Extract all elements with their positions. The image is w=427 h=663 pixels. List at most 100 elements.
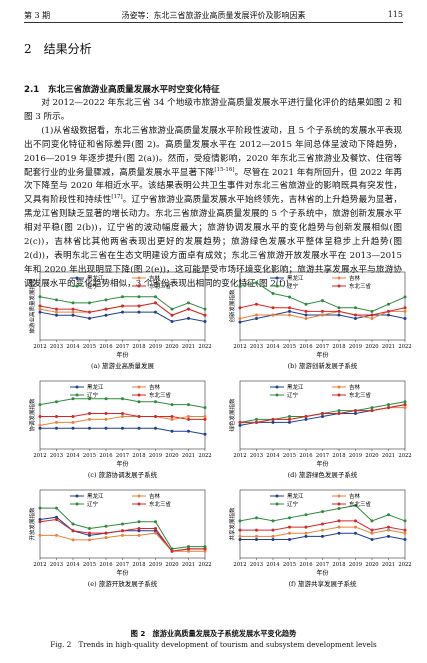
x-tick-label: 2012 xyxy=(233,562,246,568)
point xyxy=(337,313,341,317)
x-tick-label: 2020 xyxy=(365,453,378,459)
point xyxy=(187,316,190,320)
point xyxy=(387,313,390,317)
point xyxy=(104,313,108,317)
point xyxy=(121,295,124,299)
series-line xyxy=(239,303,406,316)
running-title: 汤姿等：东北三省旅游业高质量发展评价及影响因素 xyxy=(121,11,306,20)
legend-marker xyxy=(75,385,79,389)
point xyxy=(271,313,275,317)
point xyxy=(403,400,407,404)
legend-marker xyxy=(275,276,279,280)
point xyxy=(203,307,207,311)
running-header: 第 3 期 汤姿等：东北三省旅游业高质量发展评价及影响因素 115 xyxy=(24,8,403,23)
point xyxy=(255,417,258,421)
point xyxy=(38,520,42,524)
point xyxy=(354,525,357,529)
legend-marker xyxy=(137,385,141,389)
point xyxy=(403,528,407,532)
point xyxy=(403,406,407,410)
point xyxy=(238,423,242,427)
point xyxy=(154,310,157,314)
paragraph: 对 2012—2022 年东北三省 34 个地级市旅游业高质量发展水平进行量化评… xyxy=(24,97,402,125)
x-tick-label: 2018 xyxy=(332,562,345,568)
point xyxy=(121,414,124,418)
point xyxy=(203,549,207,553)
legend-label: 吉林 xyxy=(349,274,361,282)
point xyxy=(121,310,124,314)
x-tick-label: 2013 xyxy=(50,562,63,568)
x-tick-label: 2020 xyxy=(165,453,178,459)
x-tick-label: 2012 xyxy=(33,562,46,568)
point xyxy=(370,313,374,317)
point xyxy=(238,420,242,424)
point xyxy=(71,426,75,430)
x-tick-label: 2014 xyxy=(266,453,280,459)
text-run: 。尽管在 2021 年有所回升，但 2022 年再次下降至与 2020 年相近水… xyxy=(24,167,402,206)
legend-label: 黑龙江 xyxy=(87,383,104,391)
point xyxy=(271,420,275,424)
point xyxy=(71,420,75,424)
point xyxy=(154,520,157,524)
panel-caption: (e) 旅游开放发展子系统 xyxy=(88,579,158,588)
point xyxy=(304,317,308,321)
point xyxy=(88,533,91,537)
legend-label: 黑龙江 xyxy=(87,274,104,282)
x-tick-label: 2017 xyxy=(316,562,329,568)
x-tick-label: 2016 xyxy=(99,344,112,350)
panel-caption: (a) 旅游业高质量发展 xyxy=(91,361,155,370)
point xyxy=(154,531,157,535)
y-axis-label: 旅游业高质量发展指数 xyxy=(28,278,36,334)
point xyxy=(55,517,58,521)
point xyxy=(38,533,42,537)
point xyxy=(337,531,341,535)
x-tick-label: 2022 xyxy=(398,344,411,350)
point xyxy=(38,506,42,510)
panel-caption: (d) 旅游绿色发展子系统 xyxy=(288,470,358,479)
point xyxy=(370,528,374,532)
point xyxy=(403,317,407,321)
point xyxy=(55,515,58,519)
point xyxy=(354,306,357,310)
point xyxy=(38,295,42,299)
point xyxy=(55,313,58,317)
legend-label: 辽宁 xyxy=(87,391,99,399)
point xyxy=(137,527,141,531)
x-tick-label: 2015 xyxy=(283,453,296,459)
point xyxy=(403,531,407,535)
point xyxy=(154,414,157,418)
legend-label: 辽宁 xyxy=(87,282,99,290)
point xyxy=(304,513,308,517)
legend-marker xyxy=(275,393,279,397)
y-axis-label: 开放发展指数 xyxy=(28,507,36,541)
point xyxy=(321,313,324,317)
x-tick-label: 2014 xyxy=(266,562,280,568)
point xyxy=(304,313,308,317)
legend-marker xyxy=(75,276,79,280)
point xyxy=(337,525,341,529)
x-tick-label: 2015 xyxy=(83,562,96,568)
point xyxy=(104,531,108,535)
x-tick-label: 2019 xyxy=(149,453,162,459)
point xyxy=(238,519,242,523)
legend-label: 辽宁 xyxy=(287,391,299,399)
point xyxy=(104,426,108,430)
x-tick-label: 2017 xyxy=(116,344,129,350)
point xyxy=(121,412,124,416)
x-tick-label: 2018 xyxy=(132,453,145,459)
text-run: 。辽宁省旅游业高质量发展水平始终领先，吉林省的上升趋势最为显著，黑龙江省则缺乏显… xyxy=(24,195,402,289)
point xyxy=(71,310,75,314)
x-tick-label: 2014 xyxy=(66,344,80,350)
point xyxy=(387,528,390,532)
point xyxy=(255,516,258,520)
legend-marker xyxy=(137,494,141,498)
point xyxy=(304,309,308,313)
point xyxy=(104,417,108,421)
panel-caption: (c) 旅游协调发展子系统 xyxy=(88,470,158,479)
point xyxy=(170,414,174,418)
point xyxy=(88,538,91,542)
x-tick-label: 2017 xyxy=(316,344,329,350)
point xyxy=(137,520,141,524)
text-run: 对 2012—2022 年东北三省 34 个地级市旅游业高质量发展水平进行量化评… xyxy=(24,98,402,122)
